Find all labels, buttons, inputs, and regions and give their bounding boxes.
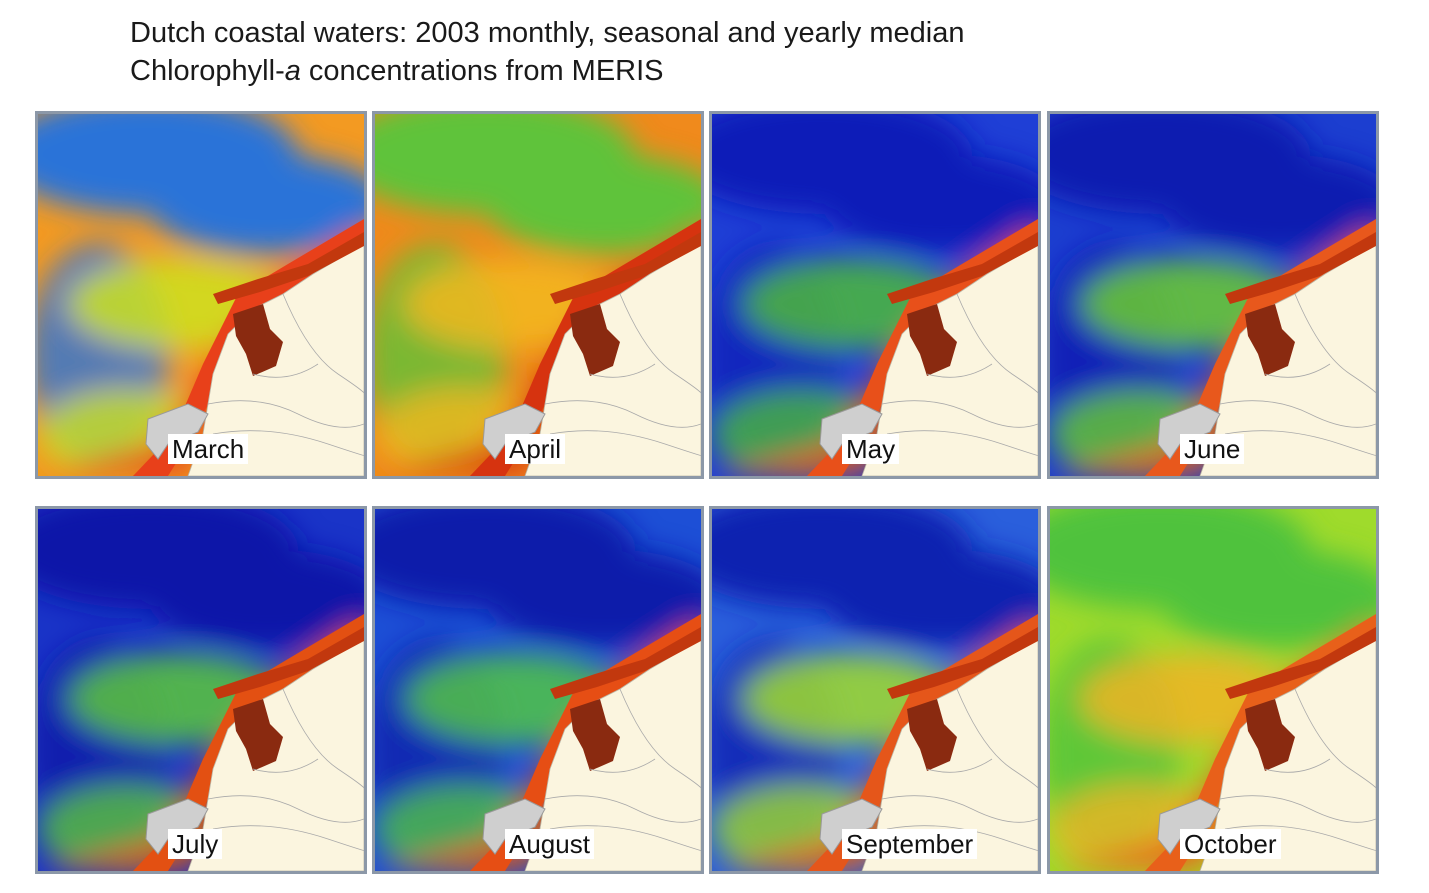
chlorophyll-map [38,509,364,871]
rivers-and-borders [1219,293,1376,457]
map-panel-august: August [372,506,704,874]
map-panel-may: May [709,111,1041,479]
ijsselmeer [233,699,283,771]
ijsselmeer [907,304,957,376]
rivers-and-borders [881,293,1038,457]
ijsselmeer [570,699,620,771]
title-line-1: Dutch coastal waters: 2003 monthly, seas… [130,17,965,49]
map-panel-june: June [1047,111,1379,479]
chlorophyll-map [712,509,1038,871]
title-line-2: Chlorophyll-a concentrations from MERIS [130,52,1230,90]
chlorophyll-map [375,509,701,871]
wadden-sea [550,232,701,304]
ijsselmeer [907,699,957,771]
rivers-and-borders [881,688,1038,852]
chlorophyll-map [1050,114,1376,476]
figure-title: Dutch coastal waters: 2003 monthly, seas… [130,14,1230,90]
month-label: September [842,829,978,859]
chlorophyll-map [38,114,364,476]
month-label: August [505,829,594,859]
wadden-sea [1225,627,1376,699]
title-line-2-prefix: Chlorophyll- [130,55,285,87]
wadden-sea [887,232,1038,304]
month-label: October [1180,829,1281,859]
ijsselmeer [1245,304,1295,376]
title-line-2-italic: a [284,55,301,87]
wadden-sea [550,627,701,699]
chlorophyll-map [375,114,701,476]
month-label: April [505,434,566,464]
chlorophyll-map [712,114,1038,476]
map-panel-october: October [1047,506,1379,874]
map-panel-march: March [35,111,367,479]
chlorophyll-map [1050,509,1376,871]
month-label: June [1180,434,1245,464]
rivers-and-borders [1219,688,1376,852]
ijsselmeer [1245,699,1295,771]
month-label: July [168,829,223,859]
wadden-sea [213,627,364,699]
wadden-sea [1225,232,1376,304]
rivers-and-borders [207,293,364,457]
map-panel-july: July [35,506,367,874]
wadden-sea [887,627,1038,699]
month-label: May [842,434,900,464]
month-label: March [168,434,249,464]
map-panel-september: September [709,506,1041,874]
map-panel-april: April [372,111,704,479]
rivers-and-borders [544,293,701,457]
ijsselmeer [570,304,620,376]
ijsselmeer [233,304,283,376]
rivers-and-borders [207,688,364,852]
rivers-and-borders [544,688,701,852]
wadden-sea [213,232,364,304]
title-line-2-suffix: concentrations from MERIS [300,55,664,87]
